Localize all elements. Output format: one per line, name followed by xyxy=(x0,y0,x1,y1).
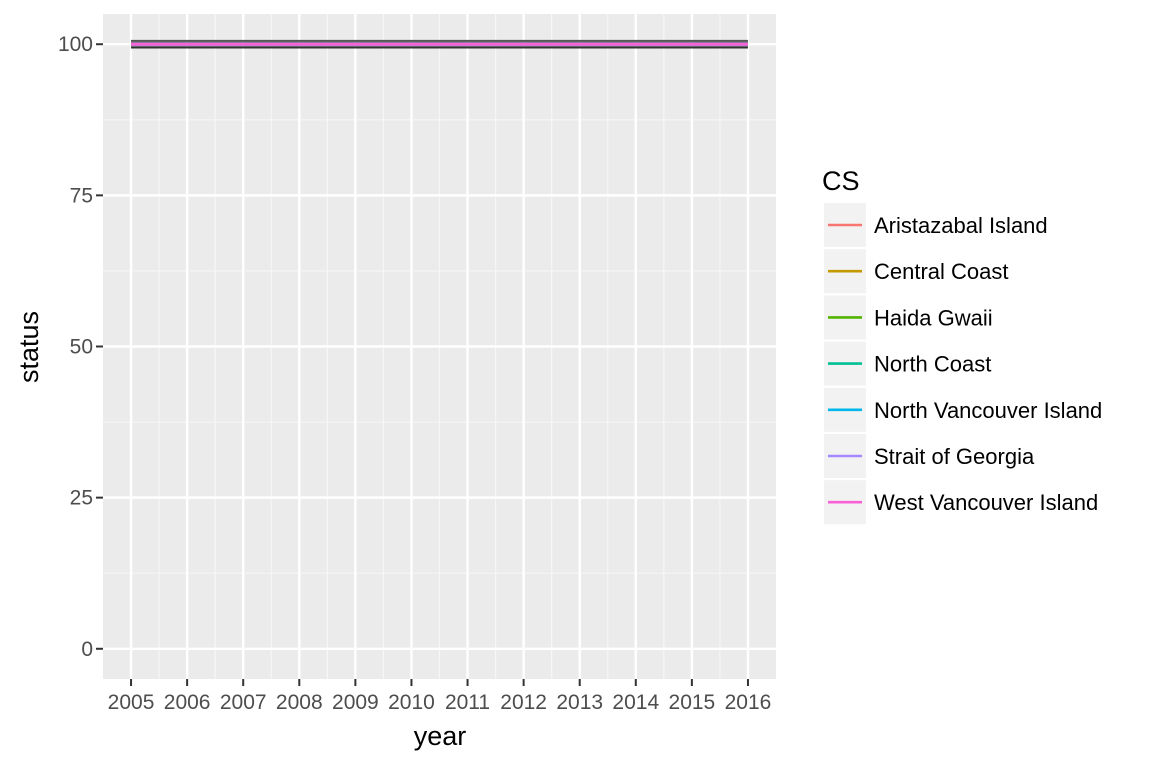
legend-title: CS xyxy=(822,166,860,196)
x-tick-label: 2009 xyxy=(332,691,379,714)
major-gridlines-x xyxy=(129,14,750,679)
x-axis: 2005 2006 2007 2008 2009 2010 2011 2012 2013 2014… xyxy=(108,679,772,714)
x-tick-label: 2016 xyxy=(725,691,772,714)
legend-label: North Vancouver Island xyxy=(874,398,1102,423)
y-axis: 0 25 50 75 100 xyxy=(58,33,103,661)
y-tick-label: 100 xyxy=(58,33,93,56)
x-tick-label: 2014 xyxy=(612,691,659,714)
x-tick-label: 2015 xyxy=(669,691,716,714)
legend: Aristazabal Island Central Coast Haida Gwa… xyxy=(824,203,1102,525)
legend-label: Central Coast xyxy=(874,259,1009,284)
x-tick-label: 2007 xyxy=(220,691,267,714)
x-axis-title: year xyxy=(414,721,467,751)
y-tick-label: 75 xyxy=(70,184,93,207)
y-axis-title: status xyxy=(14,311,44,383)
legend-label: North Coast xyxy=(874,352,991,377)
x-tick-label: 2006 xyxy=(164,691,211,714)
x-tick-label: 2011 xyxy=(445,691,490,714)
series-lines xyxy=(131,39,748,49)
y-tick-label: 0 xyxy=(81,638,93,661)
legend-label: West Vancouver Island xyxy=(874,490,1098,515)
legend-label: Aristazabal Island xyxy=(874,213,1048,238)
x-tick-label: 2012 xyxy=(500,691,547,714)
x-tick-label: 2005 xyxy=(108,691,155,714)
y-tick-label: 50 xyxy=(70,336,93,359)
y-tick-label: 25 xyxy=(70,487,93,510)
x-tick-label: 2013 xyxy=(556,691,603,714)
x-tick-label: 2008 xyxy=(276,691,323,714)
legend-label: Haida Gwaii xyxy=(874,305,993,330)
x-tick-label: 2010 xyxy=(388,691,435,714)
legend-label: Strait of Georgia xyxy=(874,444,1035,469)
